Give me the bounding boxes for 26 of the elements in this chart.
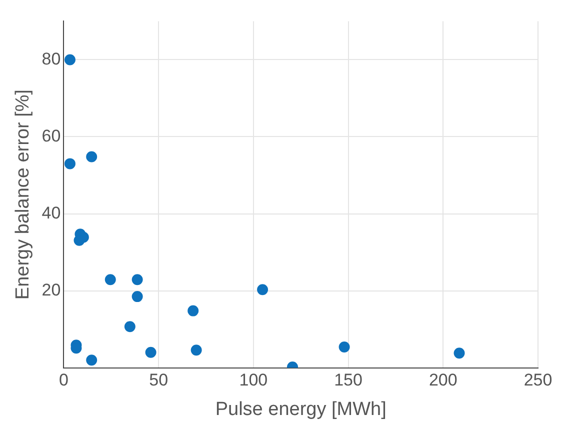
point — [64, 54, 76, 66]
point — [124, 321, 136, 332]
x-tick-label: 250 — [524, 370, 552, 390]
point — [86, 151, 98, 162]
y-tick-label: 40 — [42, 203, 61, 222]
point — [338, 342, 350, 353]
point — [188, 305, 199, 316]
point — [104, 274, 116, 286]
point — [145, 346, 156, 358]
x-tick-label: 100 — [239, 370, 268, 390]
point — [257, 284, 268, 296]
y-tick-label: 80 — [42, 49, 61, 68]
y-axis-title: Energy balance error [%] — [12, 89, 34, 300]
x-axis-title: Pulse energy [MWh] — [215, 398, 386, 420]
x-tick-label: 0 — [58, 370, 68, 390]
y-tick-label: 20 — [42, 280, 61, 300]
point — [86, 354, 98, 366]
point — [64, 158, 76, 170]
point — [132, 274, 143, 286]
point — [190, 344, 202, 356]
x-tick-label: 200 — [428, 370, 458, 390]
x-tick-label: 50 — [149, 370, 168, 390]
x-tick-label: 150 — [334, 370, 362, 390]
point — [454, 348, 465, 359]
point — [132, 291, 143, 302]
y-tick-label: 60 — [42, 126, 61, 146]
